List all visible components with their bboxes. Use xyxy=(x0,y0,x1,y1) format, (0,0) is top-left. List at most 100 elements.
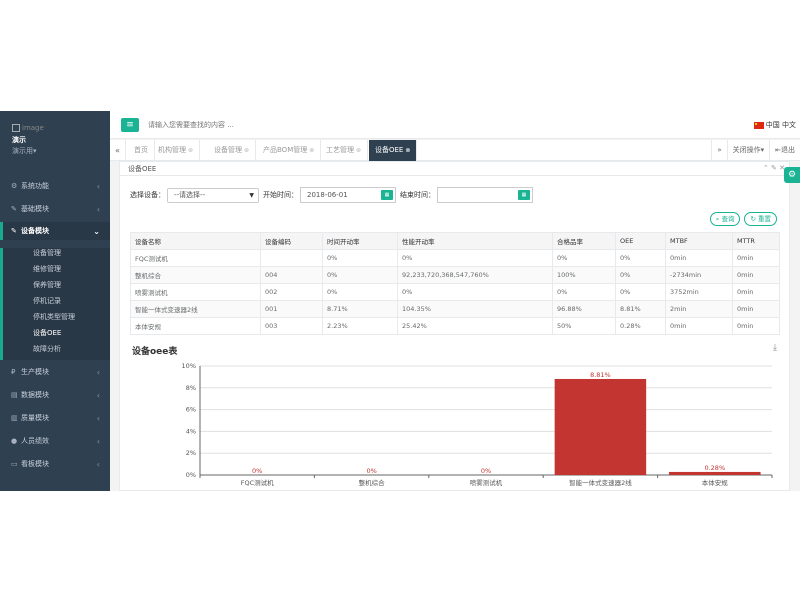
table-cell: 喷雾测试机 xyxy=(130,283,261,301)
table-cell: 0% xyxy=(397,249,553,267)
menu-toggle-button[interactable]: ≡ xyxy=(121,118,139,132)
language-selector[interactable]: 中国 中文 xyxy=(753,120,796,130)
table-cell: 整机综合 xyxy=(130,266,261,284)
column-header[interactable]: 设备编码 xyxy=(260,232,323,250)
tab-device-manage-label: 设备管理 xyxy=(214,146,242,154)
data-label: 0.28% xyxy=(704,464,725,472)
reset-button[interactable]: ↻ 重置 xyxy=(744,212,777,226)
subnav-repair[interactable]: 维修管理 xyxy=(33,265,61,273)
subnav-downtime-type[interactable]: 停机类型管理 xyxy=(33,313,75,321)
end-date-field[interactable]: ▦ xyxy=(437,187,533,203)
table-row[interactable]: 整机综合 004 0% 92,233,720,368,547,760% 100% 0% -2… xyxy=(130,266,780,284)
table-cell: 2.23% xyxy=(322,317,398,335)
close-icon[interactable]: ⊗ xyxy=(244,147,250,154)
nav-quality[interactable]: ▥ 质量模块 ‹ xyxy=(0,409,110,427)
chevron-left-icon: ‹ xyxy=(96,413,100,423)
settings-button[interactable]: ⚙ xyxy=(784,167,800,183)
table-cell: 0% xyxy=(615,283,666,301)
table-row[interactable]: FQC测试机 0% 0% 0% 0% 0min 0min xyxy=(130,249,780,267)
close-icon[interactable]: ⊗ xyxy=(356,147,362,154)
tab-org-manage-label: 机构管理 xyxy=(158,146,186,154)
close-icon[interactable]: ⊗ xyxy=(188,147,194,154)
column-header[interactable]: OEE xyxy=(615,232,666,250)
refresh-icon: ↻ xyxy=(750,215,756,223)
chevron-left-icon: ‹ xyxy=(96,436,100,446)
chevron-left-icon: ‹ xyxy=(96,204,100,214)
table-cell: 0min xyxy=(732,283,780,301)
profile-image: image xyxy=(12,123,110,133)
device-select-value: --请选择-- xyxy=(174,190,206,199)
calendar-icon[interactable]: ▦ xyxy=(381,190,393,200)
table-cell: 96.88% xyxy=(552,300,616,318)
user-role-dropdown[interactable]: 演示用▾ xyxy=(12,146,110,156)
subnav-fault-analysis[interactable]: 故障分析 xyxy=(33,345,61,353)
table-cell: 0.28% xyxy=(615,317,666,335)
tab-product-bom[interactable]: 产品BOM管理 ⊗ xyxy=(257,140,322,161)
nav-production[interactable]: ₽ 生产模块 ‹ xyxy=(0,363,110,381)
wrench-icon: ✎ xyxy=(11,227,17,235)
table-cell: 003 xyxy=(260,317,323,335)
wrench-icon[interactable]: ✎ xyxy=(771,164,777,172)
table-cell: 50% xyxy=(552,317,616,335)
data-label: 8.81% xyxy=(590,371,611,379)
nav-production-label: 生产模块 xyxy=(21,368,49,376)
table-cell: 002 xyxy=(260,283,323,301)
device-select[interactable]: --请选择-- ▼ xyxy=(167,187,259,203)
subnav-downtime-record[interactable]: 停机记录 xyxy=(33,297,61,305)
tab-home-label: 首页 xyxy=(134,146,148,154)
close-ops-label: 关闭操作 xyxy=(732,146,761,154)
close-icon[interactable]: ⊗ xyxy=(405,147,411,154)
close-ops-dropdown[interactable]: 关闭操作▾ xyxy=(726,140,770,161)
column-header[interactable]: 设备名称 xyxy=(130,232,261,250)
table-cell: 0% xyxy=(552,249,616,267)
search-input[interactable] xyxy=(148,119,448,131)
oee-panel: 设备OEE ⌃ ✎ ✕ 选择设备： --请选择-- ▼ 开始时间： 2018-06… xyxy=(119,161,790,491)
panel-title: 设备OEE xyxy=(120,162,789,176)
tabs-scroll-right-button[interactable]: » xyxy=(711,140,726,161)
table-row[interactable]: 智能一体式变速器2线 001 8.71% 104.35% 96.88% 8.81% 2min… xyxy=(130,300,780,318)
query-button[interactable]: ⌕ 查询 xyxy=(709,212,741,226)
column-header[interactable]: MTBF xyxy=(665,232,733,250)
table-row[interactable]: 本体安规 003 2.23% 25.42% 50% 0.28% 0min 0min xyxy=(130,317,780,335)
start-date-field[interactable]: 2018-06-01 ▦ xyxy=(300,187,396,203)
subnav-maintenance[interactable]: 保养管理 xyxy=(33,281,61,289)
nav-dashboard[interactable]: ▭ 看板模块 ‹ xyxy=(0,455,110,473)
download-icon[interactable]: ⤓ xyxy=(773,343,777,353)
query-button-label: 查询 xyxy=(721,215,735,223)
tabs-scroll-left-button[interactable]: « xyxy=(110,140,126,161)
column-header[interactable]: 性能开动率 xyxy=(397,232,553,250)
nav-data[interactable]: ▤ 数据模块 ‹ xyxy=(0,386,110,404)
table-header-row: 设备名称 设备编码 时间开动率 性能开动率 合格品率 OEE MTBF MTTR xyxy=(130,232,780,250)
user-role: 演示用 xyxy=(12,147,33,155)
caret-icon: ▾ xyxy=(760,146,765,154)
tab-device-manage[interactable]: 设备管理 ⊗ xyxy=(208,140,257,161)
table-cell: 0min xyxy=(732,249,780,267)
nav-system[interactable]: ⚙ 系统功能 ‹ xyxy=(0,177,110,195)
tab-process-manage[interactable]: 工艺管理 ⊗ xyxy=(320,140,369,161)
y-tick-label: 0% xyxy=(186,471,196,479)
tab-home[interactable]: 首页 xyxy=(128,140,155,161)
calendar-icon[interactable]: ▦ xyxy=(518,190,530,200)
tab-org-manage[interactable]: 机构管理 ⊗ xyxy=(152,140,201,161)
monitor-icon: ▭ xyxy=(11,460,18,468)
nav-dashboard-label: 看板模块 xyxy=(21,460,49,468)
column-header[interactable]: 合格品率 xyxy=(552,232,616,250)
table-cell: 本体安规 xyxy=(130,317,261,335)
table-row[interactable]: 喷雾测试机 002 0% 0% 0% 0% 3752min 0min xyxy=(130,283,780,301)
app-frame: image 演示 演示用▾ ⚙ 系统功能 ‹ ✎ 基础模块 ‹ ✎ 设备模块 ⌄ 设备管理 … xyxy=(0,111,800,491)
column-header[interactable]: 时间开动率 xyxy=(322,232,398,250)
subnav-device-manage[interactable]: 设备管理 xyxy=(33,249,61,257)
logout-button[interactable]: ⇤退出 xyxy=(769,140,800,161)
tab-process-manage-label: 工艺管理 xyxy=(326,146,354,154)
subnav-device-oee[interactable]: 设备OEE xyxy=(33,329,62,337)
nav-basic[interactable]: ✎ 基础模块 ‹ xyxy=(0,200,110,218)
tab-device-oee[interactable]: 设备OEE ⊗ xyxy=(369,140,418,161)
nav-device[interactable]: ✎ 设备模块 ⌄ xyxy=(0,222,110,240)
table-cell: 0% xyxy=(397,283,553,301)
nav-personnel[interactable]: ● 人员绩效 ‹ xyxy=(0,432,110,450)
column-header[interactable]: MTTR xyxy=(732,232,780,250)
close-icon[interactable]: ✕ xyxy=(779,164,785,172)
collapse-icon[interactable]: ⌃ xyxy=(762,164,769,172)
tab-device-oee-label: 设备OEE xyxy=(375,146,404,154)
close-icon[interactable]: ⊗ xyxy=(309,147,315,154)
